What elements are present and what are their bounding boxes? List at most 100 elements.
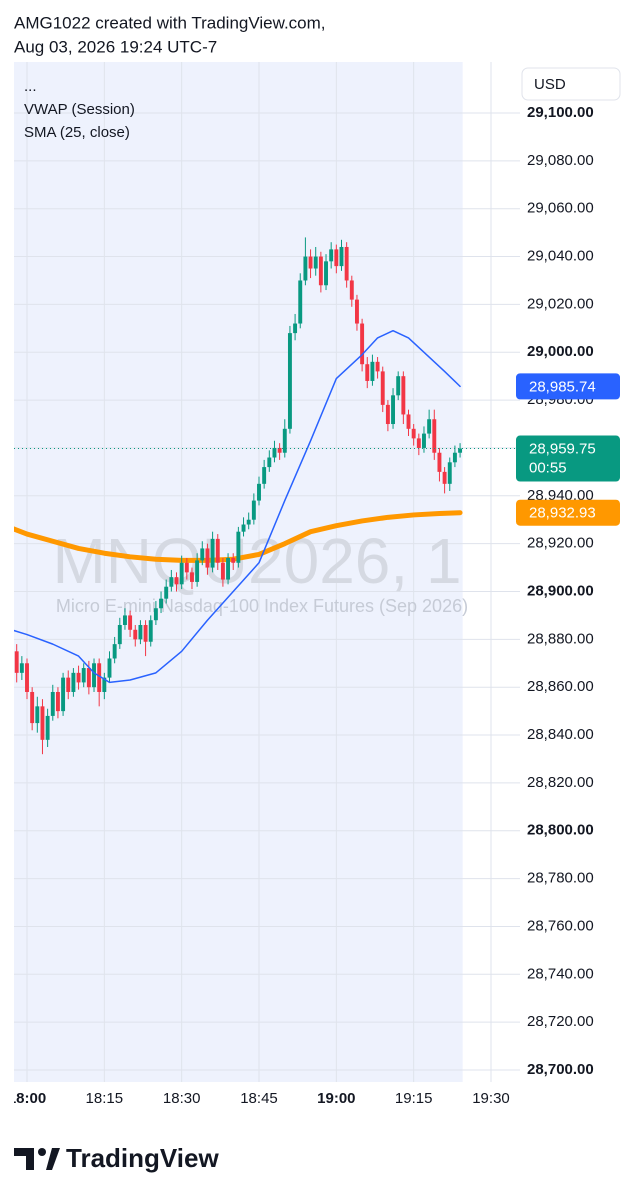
candle-body — [391, 395, 396, 425]
candle-body — [190, 572, 194, 582]
candle-body — [138, 624, 143, 640]
y-tick-label: 28,820.00 — [527, 774, 594, 791]
candle-body — [324, 261, 328, 286]
candle-body — [226, 558, 231, 580]
candle-body — [231, 558, 236, 563]
candle-body — [422, 433, 426, 448]
y-tick-label: 28,760.00 — [527, 917, 594, 934]
x-tick-label: 18:45 — [240, 1090, 278, 1107]
candle-body — [102, 677, 107, 692]
candle-body — [153, 608, 158, 621]
candle-body — [411, 428, 416, 439]
y-tick-label: 29,040.00 — [527, 248, 594, 265]
x-tick-label: 19:00 — [317, 1090, 355, 1107]
candle-body — [385, 404, 390, 425]
candle-body — [66, 677, 71, 692]
x-tick-label: 18:00 — [8, 1090, 46, 1107]
y-tick-label: 28,900.00 — [527, 582, 594, 599]
candle-body — [76, 672, 81, 683]
candle-body — [81, 668, 86, 683]
candle-body — [442, 471, 447, 484]
y-tick-label: 29,020.00 — [527, 295, 594, 312]
price-axis: 28,700.00 28,720.00 28,740.00 28,760.00 28,7… — [527, 104, 594, 1078]
y-tick-label: 28,700.00 — [527, 1061, 594, 1078]
candle-body — [97, 663, 102, 692]
candle-body — [14, 651, 19, 673]
brand-logo: TradingView — [14, 1143, 219, 1173]
candle-body — [282, 428, 287, 453]
candle-body — [257, 483, 261, 501]
candle-body — [380, 371, 385, 405]
candle-body — [195, 560, 200, 582]
y-tick-label: 28,840.00 — [527, 726, 594, 743]
y-tick-label: 28,780.00 — [527, 870, 594, 887]
y-tick-label: 28,860.00 — [527, 678, 594, 695]
candle-body — [303, 256, 308, 281]
candle-body — [241, 524, 246, 532]
y-tick-label: 28,720.00 — [527, 1013, 594, 1030]
x-tick-label: 19:30 — [472, 1090, 510, 1107]
candle-body — [55, 691, 60, 712]
candle-body — [220, 562, 225, 580]
candle-body — [236, 531, 241, 563]
candle-body — [35, 706, 40, 724]
candle-body — [164, 586, 169, 599]
candle-body — [86, 668, 91, 688]
last-price-label: 28,959.75 — [529, 441, 596, 458]
session-background — [14, 62, 463, 1082]
price-badge — [516, 373, 620, 400]
candle-body — [200, 548, 205, 561]
candle-body — [184, 562, 189, 573]
candle-body — [92, 663, 96, 688]
candle-body — [50, 691, 55, 716]
candle-body — [416, 438, 421, 448]
price-badge — [516, 499, 620, 526]
overlay: USD ... VWAP (Session) SMA (25, close) 28,… — [24, 67, 621, 526]
candle-body — [148, 620, 153, 642]
candle-body — [246, 519, 251, 525]
candle-body — [298, 280, 303, 324]
candle-body — [458, 448, 463, 453]
time-axis: 18:00 18:15 18:30 18:45 19:00 19:15 19:30 — [8, 1090, 510, 1107]
header-line: AMG1022 created with TradingView.com, — [14, 13, 326, 32]
candle-body — [427, 419, 432, 434]
candle-body — [313, 256, 318, 269]
candle-body — [143, 624, 148, 642]
candle-body — [437, 452, 442, 472]
y-tick-label: 28,740.00 — [527, 965, 594, 982]
candle-body — [262, 467, 267, 484]
logo-shape — [14, 1148, 34, 1170]
brand-name: TradingView — [66, 1143, 219, 1173]
candle-body — [318, 256, 323, 286]
currency: USD — [534, 76, 566, 93]
candle-body — [205, 548, 210, 568]
header-line: Aug 03, 2026 19:24 UTC-7 — [14, 37, 217, 56]
price-badge-label: 28,932.93 — [529, 505, 596, 522]
candle-body — [169, 577, 174, 587]
y-tick-label: 28,800.00 — [527, 822, 594, 839]
candle-body — [339, 246, 344, 267]
candle-body — [365, 364, 370, 381]
candle-body — [277, 447, 282, 453]
candle-body — [159, 598, 164, 609]
countdown: 00:55 — [529, 460, 567, 477]
candle-body — [406, 414, 411, 429]
candle-body — [61, 677, 66, 712]
candle-body — [287, 333, 292, 429]
y-tick-label: 28,940.00 — [527, 487, 594, 504]
candle-body — [179, 562, 184, 585]
candle-body — [272, 447, 277, 458]
legend-entry: SMA (25, close) — [24, 124, 130, 141]
candle-body — [128, 615, 133, 630]
candle-body — [71, 672, 76, 692]
candle-body — [133, 629, 138, 640]
candle-body — [354, 299, 359, 324]
legend-toggle[interactable]: ... — [24, 78, 37, 95]
candle-body — [19, 663, 24, 673]
candle-body — [251, 500, 256, 520]
candle-body — [375, 361, 380, 372]
candle-body — [112, 644, 117, 659]
